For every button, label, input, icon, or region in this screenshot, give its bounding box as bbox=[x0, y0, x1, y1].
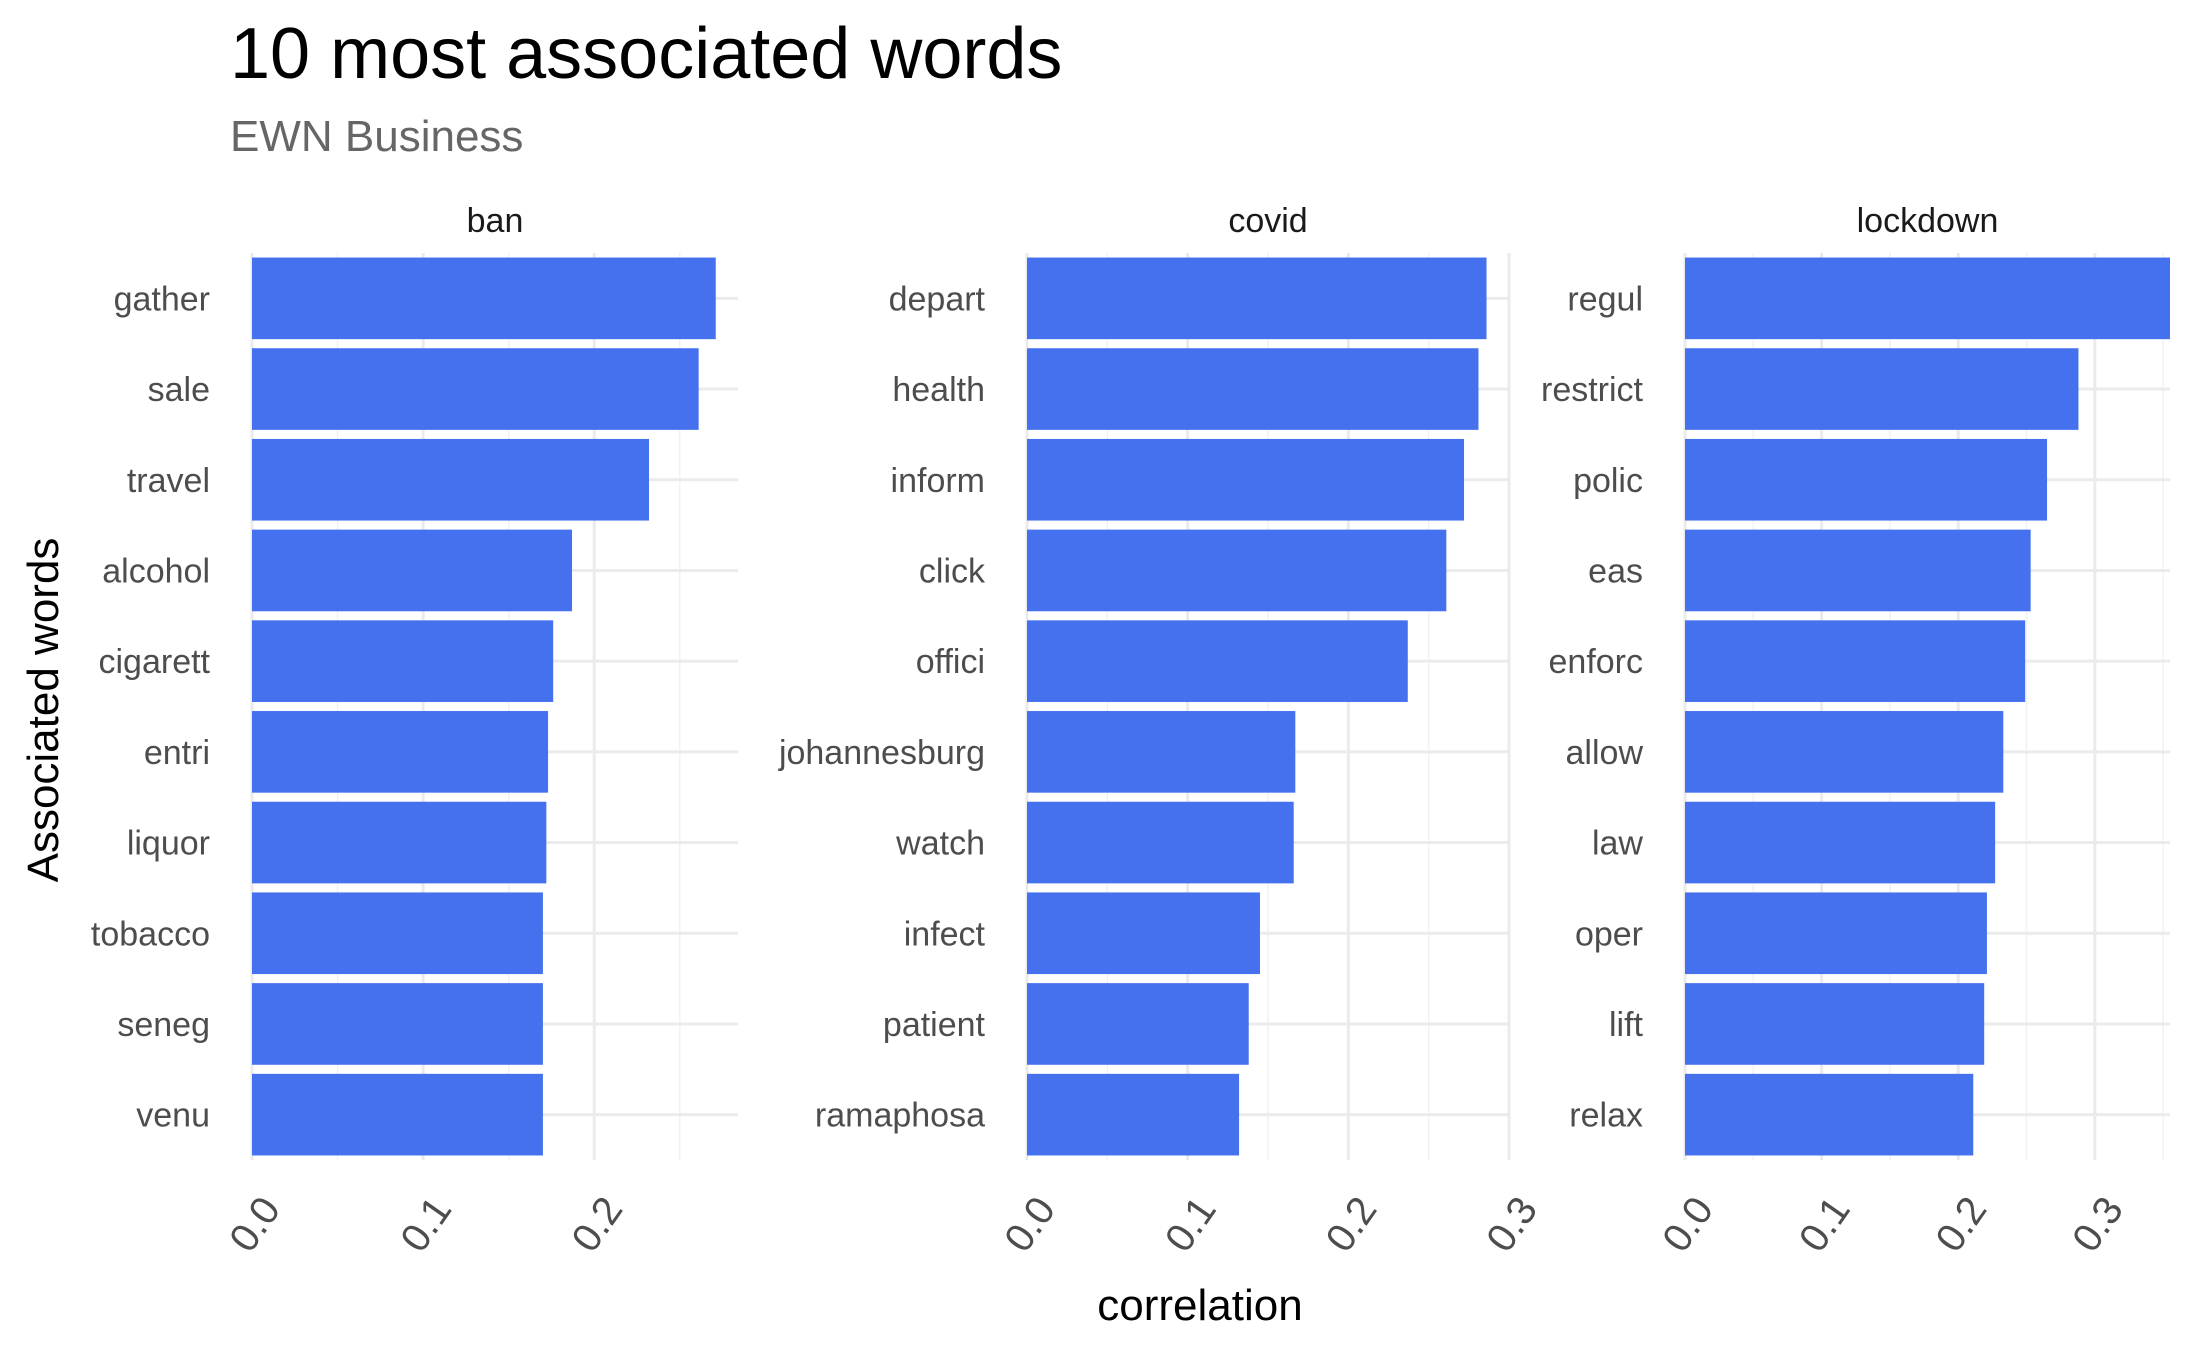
bar-allow bbox=[1685, 711, 2004, 793]
panel-lockdown: lockdown regul restrict polic eas enforc allow… bbox=[1541, 202, 2170, 1260]
category-label: click bbox=[919, 552, 986, 590]
panel-ban: ban gather sale travel alcohol cigarett entri l… bbox=[91, 202, 738, 1260]
panel-strip-label: ban bbox=[467, 202, 524, 240]
category-label: patient bbox=[883, 1006, 986, 1044]
category-label: liquor bbox=[127, 825, 210, 863]
category-label: inform bbox=[891, 462, 985, 500]
category-label: sale bbox=[148, 371, 210, 409]
bar-gather bbox=[252, 257, 716, 340]
y-axis-title: Associated words bbox=[19, 538, 68, 883]
x-tick-label: 0.2 bbox=[1927, 1189, 1995, 1260]
category-label: infect bbox=[904, 915, 986, 953]
bar-liquor bbox=[252, 801, 547, 884]
category-label: ramaphosa bbox=[815, 1097, 985, 1135]
x-tick-label: 0.2 bbox=[1318, 1189, 1386, 1260]
bar-click bbox=[1027, 529, 1447, 612]
category-label: entri bbox=[144, 734, 210, 772]
bar-alcohol bbox=[252, 529, 573, 612]
category-label: gather bbox=[114, 280, 210, 318]
panel-strip-label: lockdown bbox=[1857, 202, 1999, 240]
category-label: eas bbox=[1588, 552, 1643, 590]
x-tick-label: 0.0 bbox=[996, 1189, 1064, 1260]
category-label: travel bbox=[127, 462, 210, 500]
category-label: oper bbox=[1575, 915, 1643, 953]
bar-venu bbox=[252, 1073, 543, 1156]
bar-johannesburg bbox=[1027, 711, 1296, 793]
category-label: cigarett bbox=[99, 643, 211, 681]
chart-subtitle: EWN Business bbox=[230, 112, 523, 161]
bar-regul bbox=[1685, 257, 2170, 340]
x-tick-label: 0.0 bbox=[1654, 1189, 1722, 1260]
category-label: relax bbox=[1569, 1097, 1643, 1135]
category-label: law bbox=[1592, 825, 1643, 863]
panel-strip-label: covid bbox=[1228, 202, 1307, 240]
bar-law bbox=[1685, 801, 1996, 884]
bar-eas bbox=[1685, 529, 2031, 612]
category-label: lift bbox=[1609, 1006, 1644, 1044]
x-tick-label: 0.3 bbox=[2064, 1189, 2132, 1260]
bar-cigarett bbox=[252, 620, 554, 702]
bar-relax bbox=[1685, 1073, 1974, 1156]
facet-panels: ban gather sale travel alcohol cigarett entri l… bbox=[91, 202, 2170, 1260]
x-tick-label: 0.0 bbox=[221, 1189, 289, 1260]
category-label: johannesburg bbox=[778, 734, 985, 772]
category-label: depart bbox=[889, 280, 986, 318]
bar-travel bbox=[252, 438, 650, 521]
category-label: offici bbox=[916, 643, 985, 681]
bar-entri bbox=[252, 711, 549, 793]
x-tick-label: 0.2 bbox=[563, 1189, 631, 1260]
bar-polic bbox=[1685, 438, 2048, 521]
category-label: venu bbox=[136, 1097, 210, 1135]
bar-tobacco bbox=[252, 892, 543, 975]
bar-ramaphosa bbox=[1027, 1073, 1240, 1156]
category-label: alcohol bbox=[102, 552, 210, 590]
bar-watch bbox=[1027, 801, 1294, 884]
panel-covid: covid depart health inform click offici johann… bbox=[778, 202, 1546, 1260]
category-label: watch bbox=[895, 825, 985, 863]
category-label: enforc bbox=[1549, 643, 1644, 681]
bar-depart bbox=[1027, 257, 1487, 340]
bar-health bbox=[1027, 348, 1479, 430]
bar-enforc bbox=[1685, 620, 2026, 702]
x-tick-label: 0.1 bbox=[392, 1189, 460, 1260]
bar-oper bbox=[1685, 892, 1987, 975]
bar-restrict bbox=[1685, 348, 2079, 430]
chart-title: 10 most associated words bbox=[230, 14, 1062, 94]
bar-lift bbox=[1685, 983, 1985, 1065]
category-label: polic bbox=[1573, 462, 1643, 500]
bar-inform bbox=[1027, 438, 1465, 521]
category-label: regul bbox=[1567, 280, 1643, 318]
category-label: restrict bbox=[1541, 371, 1644, 409]
x-axis-title: correlation bbox=[1097, 1281, 1302, 1330]
x-tick-label: 0.1 bbox=[1157, 1189, 1225, 1260]
category-label: tobacco bbox=[91, 915, 210, 953]
x-tick-label: 0.3 bbox=[1478, 1189, 1546, 1260]
category-label: health bbox=[892, 371, 985, 409]
category-label: allow bbox=[1566, 734, 1644, 772]
bar-seneg bbox=[252, 983, 543, 1065]
bar-offici bbox=[1027, 620, 1408, 702]
bar-infect bbox=[1027, 892, 1260, 975]
bar-sale bbox=[252, 348, 699, 430]
bar-patient bbox=[1027, 983, 1249, 1065]
category-label: seneg bbox=[117, 1006, 210, 1044]
x-tick-label: 0.1 bbox=[1791, 1189, 1859, 1260]
